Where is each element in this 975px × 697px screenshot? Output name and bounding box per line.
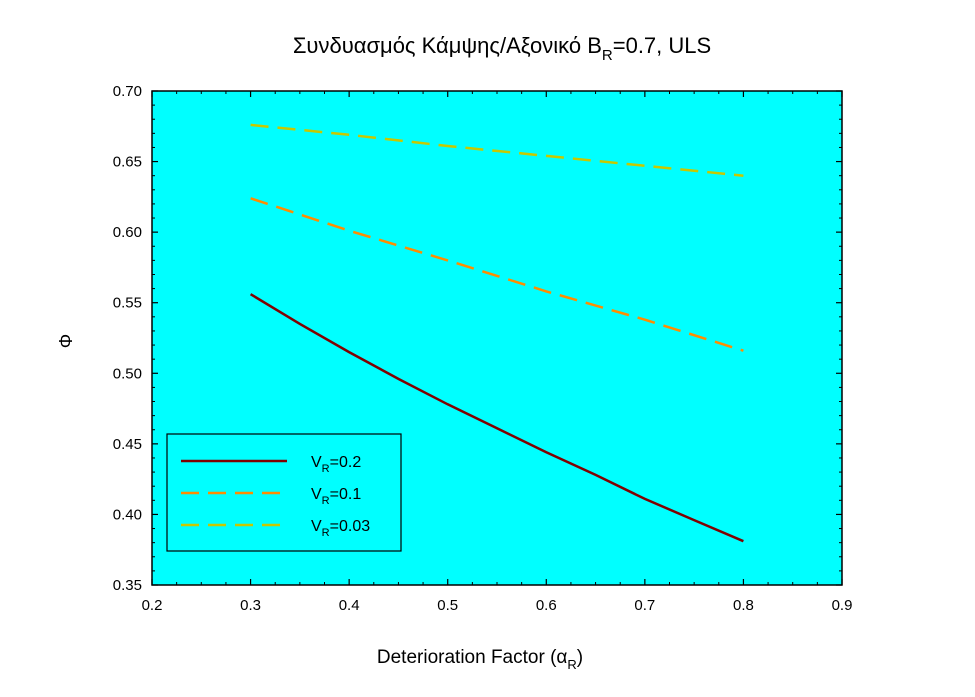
legend-label-main: V [311,454,322,471]
legend-label-main: V [311,518,322,535]
legend-label-rest: =0.2 [330,454,362,471]
legend-label-3: VR=0.03 [311,518,370,539]
x-axis-label-rest: ) [577,647,583,668]
legend-items: VR=0.2VR=0.1VR=0.03 [181,454,370,539]
series-line-2 [250,197,744,352]
legend-label-1: VR=0.2 [311,454,361,475]
legend: VR=0.2VR=0.1VR=0.03 [166,433,402,552]
x-axis-label-main: Deterioration Factor (α [377,647,568,668]
x-tick-label: 0.6 [536,597,557,614]
chart-title-rest: =0.7, ULS [613,33,711,58]
legend-label-rest: =0.1 [330,486,362,503]
x-axis-label: Deterioration Factor (αR) [377,647,583,672]
y-tick-labels: 0.35 0.40 0.45 0.50 0.55 0.60 0.65 0.70 [113,83,142,594]
x-axis-label-sub: R [567,657,576,672]
y-tick-label: 0.55 [113,295,142,312]
x-tick-label: 0.4 [339,597,360,614]
y-tick-label: 0.40 [113,506,142,523]
x-tick-label: 0.3 [240,597,261,614]
x-tick-label: 0.9 [832,597,853,614]
x-tick-labels: 0.2 0.3 0.4 0.5 0.6 0.7 0.8 0.9 [142,597,853,614]
series-line-1 [249,293,744,543]
y-tick-label: 0.65 [113,154,142,171]
legend-label-sub: R [322,463,330,475]
x-tick-label: 0.7 [634,597,655,614]
y-tick-label: 0.70 [113,83,142,100]
legend-label-main: V [311,486,322,503]
chart-title-sub: R [602,47,613,64]
legend-label-sub: R [322,527,330,539]
y-axis-label: Φ [56,334,76,348]
y-tick-label: 0.50 [113,365,142,382]
axis-ticks [151,90,843,586]
chart-title: Συνδυασμός Κάμψης/Αξονικό BR=0.7, ULS [293,33,711,64]
legend-label-rest: =0.03 [330,518,371,535]
x-tick-label: 0.2 [142,597,163,614]
y-tick-label: 0.35 [113,577,142,594]
legend-box [166,433,402,552]
series-line-3 [250,123,744,177]
series-lines [249,123,744,543]
chart-title-main: Συνδυασμός Κάμψης/Αξονικό B [293,33,602,58]
x-tick-label: 0.8 [733,597,754,614]
y-tick-label: 0.60 [113,224,142,241]
y-tick-label: 0.45 [113,436,142,453]
x-tick-label: 0.5 [437,597,458,614]
legend-label-2: VR=0.1 [311,486,361,507]
legend-label-sub: R [322,495,330,507]
